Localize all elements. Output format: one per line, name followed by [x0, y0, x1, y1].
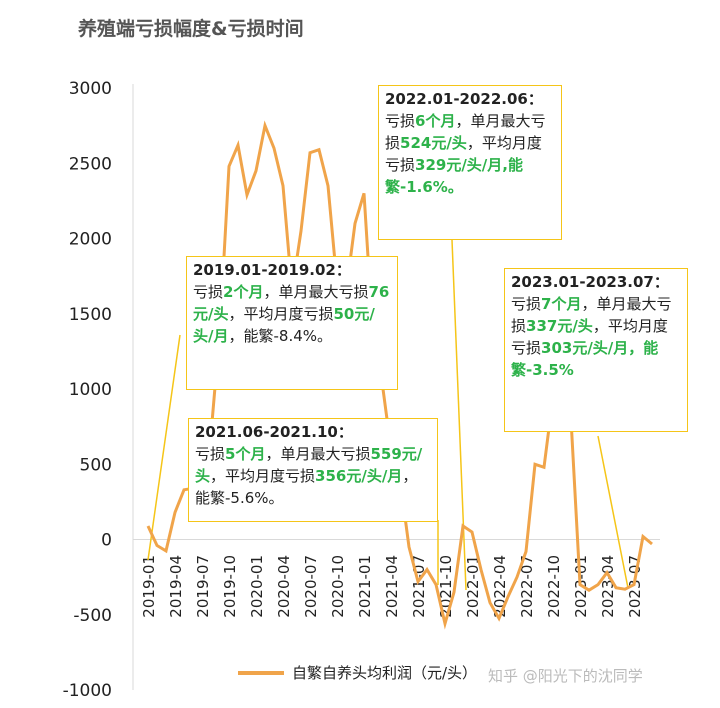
x-tick-label: 2023-07 [626, 555, 644, 618]
annotation-text: ，平均月度亏损 [210, 467, 316, 485]
annotation-text: 2021.06-2021.10： [195, 423, 353, 441]
annotation-text: 6个月 [415, 112, 456, 130]
annotation-text: 2023.01-2023.07： [511, 273, 669, 291]
x-tick-label: 2020-04 [275, 555, 293, 618]
annotation-text: ，单月最大亏损 [385, 112, 546, 152]
x-tick-label: 2020-07 [302, 555, 320, 618]
x-tick-label: 2020-10 [329, 555, 347, 618]
annotation-text: 亏损 [511, 295, 542, 313]
annotation-2021: 2021.06-2021.10： 亏损5个月，单月最大亏损559元/头，平均月度亏… [188, 418, 438, 522]
annotation-text: ，平均月度亏损 [511, 317, 668, 357]
annotation-text: ，能繁-8.4%。 [228, 327, 333, 345]
annotation-leader-line [597, 435, 629, 589]
y-tick-label: 2000 [69, 230, 112, 250]
x-tick-label: 2022-01 [464, 555, 482, 618]
watermark: 知乎 @阳光下的沈同学 [488, 667, 643, 685]
x-axis: 2019-01 2019-04 2019-07 2019-10 2020-01 2020-… [140, 555, 644, 618]
annotation-text: 337元/头 [526, 317, 593, 335]
annotation-text: 2个月 [223, 283, 264, 301]
annotation-text: 524元/头 [400, 134, 467, 152]
y-axis: 3000 2500 2000 1500 1000 500 0 -500 -1000 [63, 79, 660, 701]
y-tick-label: 1000 [69, 380, 112, 400]
annotation-text: ，单月最大亏损 [265, 445, 371, 463]
x-tick-label: 2019-10 [221, 555, 239, 618]
legend: 自繁自养头均利润（元/头） [238, 662, 477, 683]
annotation-text: 2019.01-2019.02： [193, 261, 351, 279]
annotation-text: 亏损 [193, 283, 224, 301]
y-tick-label: 2500 [69, 154, 112, 174]
annotation-text: 50元/头/月 [193, 305, 375, 345]
annotation-text: 2022.01-2022.06： [385, 90, 543, 108]
x-tick-label: 2022-07 [518, 555, 536, 618]
y-tick-label: 500 [80, 455, 112, 475]
x-tick-label: 2022-10 [545, 555, 563, 618]
annotation-2023: 2023.01-2023.07： 亏损7个月，单月最大亏损337元/头，平均月度亏… [504, 268, 688, 432]
annotation-text: ，单月最大亏损 [263, 283, 369, 301]
annotation-text: 559元/头 [195, 445, 423, 485]
legend-label: 自繁自养头均利润（元/头） [292, 664, 478, 682]
annotation-text: 7个月 [541, 295, 582, 313]
x-tick-label: 2019-01 [140, 555, 158, 618]
annotation-text: 356元/头/月 [315, 467, 403, 485]
y-tick-label: 1500 [69, 305, 112, 325]
annotation-text: 76元/头 [193, 283, 390, 323]
y-tick-label: 3000 [69, 79, 112, 99]
x-tick-label: 2023-04 [599, 555, 617, 618]
annotation-text: 329元/头/月,能繁-1.6%。 [385, 156, 523, 196]
annotation-text: 5个月 [225, 445, 266, 463]
annotation-2019: 2019.01-2019.02： 亏损2个月，单月最大亏损76元/头，平均月度亏损… [186, 256, 398, 390]
x-tick-label: 2021-01 [356, 555, 374, 618]
annotation-2022: 2022.01-2022.06： 亏损6个月，单月最大亏损524元/头，平均月度亏… [378, 85, 562, 240]
x-tick-label: 2020-01 [248, 555, 266, 618]
annotation-text: ，平均月度亏损 [385, 134, 542, 174]
y-tick-label: 0 [101, 531, 112, 551]
x-tick-label: 2019-04 [167, 555, 185, 618]
annotation-text: ，平均月度亏损 [228, 305, 334, 323]
y-tick-label: -500 [73, 606, 112, 626]
annotation-leader-line [451, 239, 467, 591]
annotation-text: ，能繁-5.6%。 [195, 467, 418, 507]
annotation-text: 亏损 [195, 445, 226, 463]
annotation-text: 亏损 [385, 112, 416, 130]
x-tick-label: 2021-10 [437, 555, 455, 618]
x-tick-label: 2019-07 [194, 555, 212, 618]
x-tick-label: 2021-04 [383, 555, 401, 618]
annotation-text: ，单月最大亏损 [511, 295, 672, 335]
legend-swatch [238, 670, 284, 675]
annotation-text: 303元/头/月，能繁-3.5% [511, 339, 659, 379]
chart-title: 养殖端亏损幅度&亏损时间 [78, 18, 304, 40]
y-tick-label: -1000 [63, 681, 112, 701]
annotation-leader-line [147, 334, 181, 561]
